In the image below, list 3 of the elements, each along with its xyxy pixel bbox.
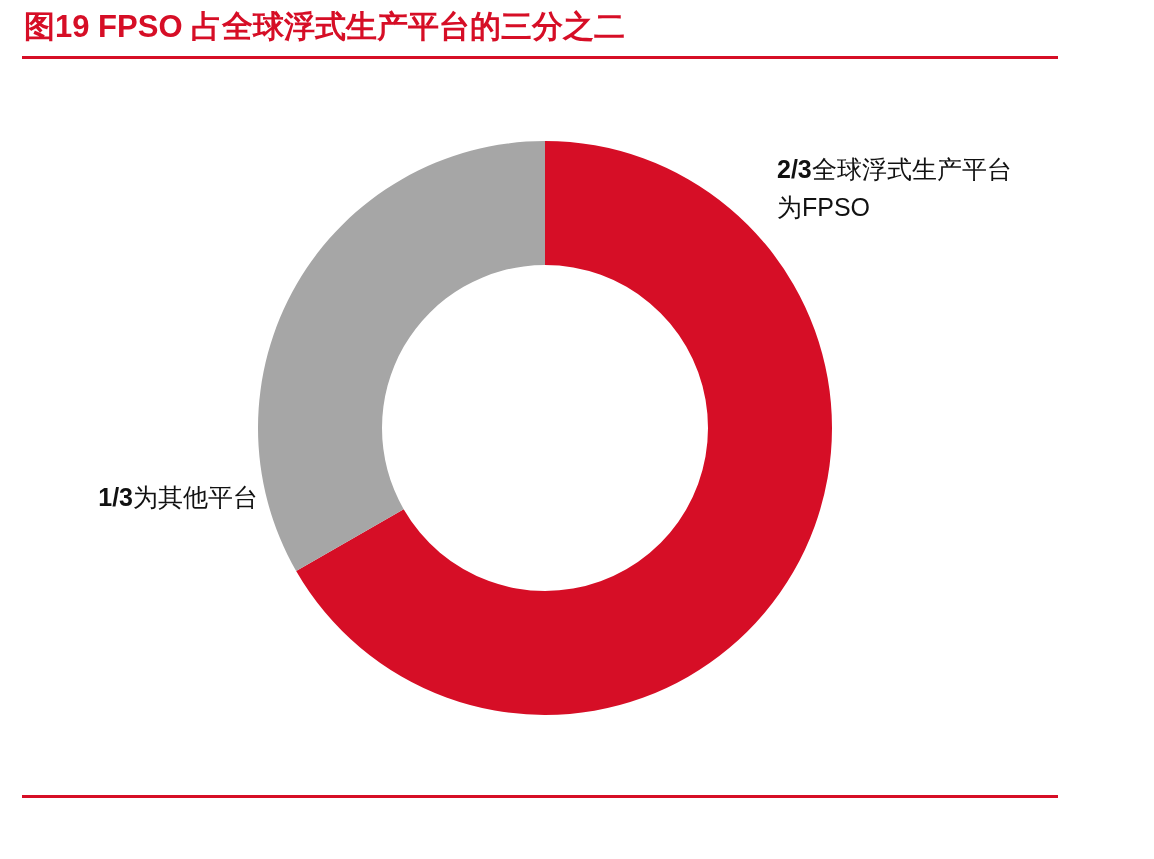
slice-label: 2/3全球浮式生产平台为FPSO <box>777 154 1013 223</box>
chart-title: 图19 FPSO 占全球浮式生产平台的三分之二 <box>24 8 626 46</box>
slice-label: 1/3为其他平台 <box>97 482 258 513</box>
